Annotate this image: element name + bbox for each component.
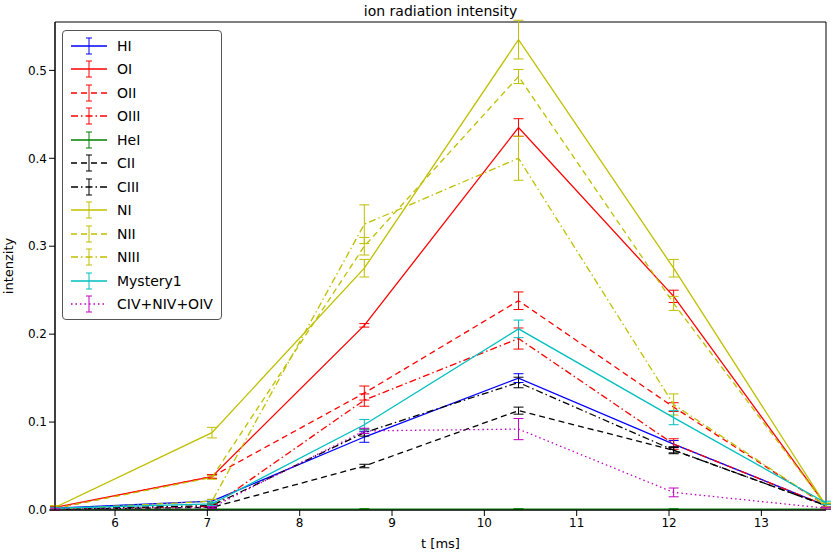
svg-text:8: 8 [296,516,304,530]
svg-text:11: 11 [569,516,584,530]
svg-text:13: 13 [754,516,769,530]
svg-text:0.3: 0.3 [28,239,47,253]
html-text:OII: OII [117,84,137,101]
svg-text:0.0: 0.0 [28,503,47,517]
svg-text:0.1: 0.1 [28,415,47,429]
svg-text:12: 12 [661,516,676,530]
html-text:Mystery1: Mystery1 [117,272,182,289]
html-text:ion radiation intensity: ion radiation intensity [363,3,518,19]
html-text:HI: HI [117,37,132,54]
svg-text:9: 9 [388,516,396,530]
svg-text:0.2: 0.2 [28,327,47,341]
html-text:CIII: CIII [117,178,140,195]
html-text:CII: CII [117,155,135,172]
svg-text:0.4: 0.4 [28,152,47,166]
svg-text:intenzity: intenzity [8,237,16,294]
svg-text:10: 10 [477,516,492,530]
html-text:OI: OI [117,61,133,78]
svg-text:7: 7 [204,516,212,530]
html-text:CIV+NIV+OIV: CIV+NIV+OIV [117,296,213,313]
html-text:NII: NII [117,225,136,242]
html-text:OIII: OIII [117,108,141,125]
svg-text:0.5: 0.5 [28,64,47,78]
html-text:NIII: NIII [117,249,140,266]
svg-text:6: 6 [111,516,119,530]
html-text:NI: NI [117,202,132,219]
svg-text:t [ms]: t [ms] [421,536,460,551]
html-text:HeI: HeI [117,131,141,148]
